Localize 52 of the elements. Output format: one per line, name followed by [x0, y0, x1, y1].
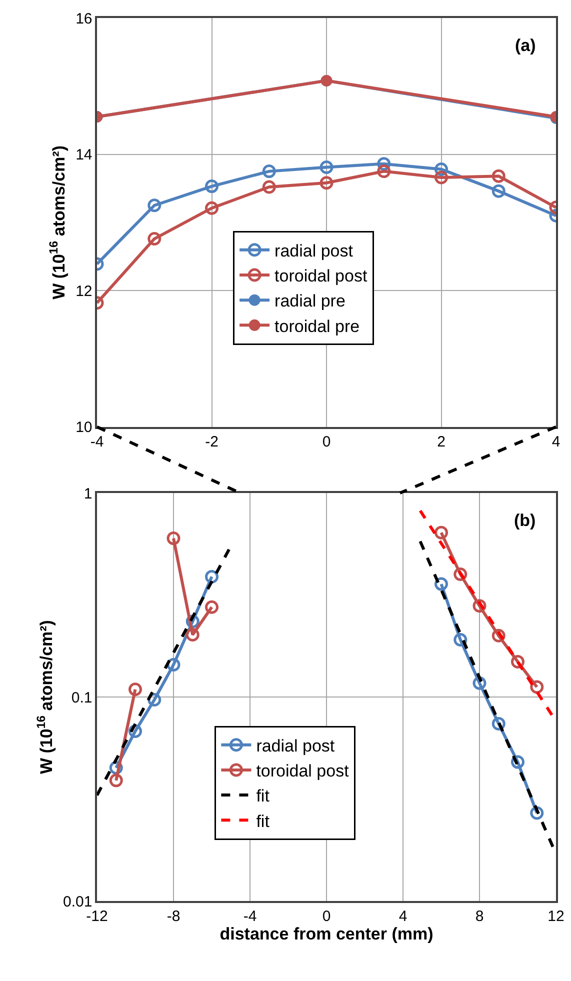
point: [320, 160, 334, 174]
point: [377, 164, 391, 178]
x-tick-label: 4: [552, 434, 560, 451]
x-tick-label: 0: [322, 908, 331, 925]
point: [492, 716, 506, 730]
legend-label: radial post: [256, 736, 335, 756]
point: [205, 180, 218, 194]
x-tick-label: -8: [166, 908, 180, 925]
point: [320, 176, 334, 190]
point: [472, 676, 486, 690]
legend-label: radial post: [274, 242, 354, 261]
x-tick-label: -2: [205, 434, 218, 451]
legend-label: fit: [256, 786, 270, 806]
point: [472, 599, 486, 613]
point: [492, 169, 506, 183]
y-tick-label: 16: [76, 10, 92, 28]
legend-label: toroidal post: [256, 762, 350, 781]
x-tick-label: -4: [90, 434, 104, 451]
point: [511, 755, 524, 769]
y-tick-label: 0.1: [71, 689, 92, 706]
x-tick-label: -12: [86, 908, 108, 925]
annotation: (a): [515, 36, 536, 55]
y-tick-label: 12: [76, 282, 92, 300]
point: [148, 232, 162, 246]
x-tick-label: 4: [398, 908, 408, 925]
y-tick-label: 14: [76, 146, 92, 164]
point: [454, 567, 468, 581]
point: [434, 526, 448, 540]
legend-label: toroidal pre: [274, 316, 360, 336]
legend-label: radial pre: [274, 292, 346, 311]
y-tick-label: 0.01: [63, 893, 92, 910]
y-tick-label: 10: [76, 419, 92, 436]
point: [492, 184, 506, 198]
legend-label: fit: [256, 812, 270, 831]
y-tick-label: 1: [84, 485, 92, 502]
x-tick-label: 8: [475, 908, 484, 925]
x-axis-title: distance from center (mm): [220, 924, 434, 944]
legend-label: toroidal post: [274, 266, 368, 286]
x-tick-label: -4: [243, 908, 257, 925]
point: [454, 632, 468, 646]
point: [530, 806, 544, 820]
point: [205, 201, 218, 215]
point: [262, 180, 276, 194]
x-tick-label: 2: [437, 434, 446, 451]
x-tick-label: 0: [322, 434, 331, 451]
point: [434, 170, 448, 184]
point: [262, 164, 276, 178]
point: [148, 198, 162, 212]
x-tick-label: 12: [548, 908, 564, 925]
annotation: (b): [514, 511, 536, 530]
point: [511, 654, 524, 668]
point: [492, 628, 506, 642]
